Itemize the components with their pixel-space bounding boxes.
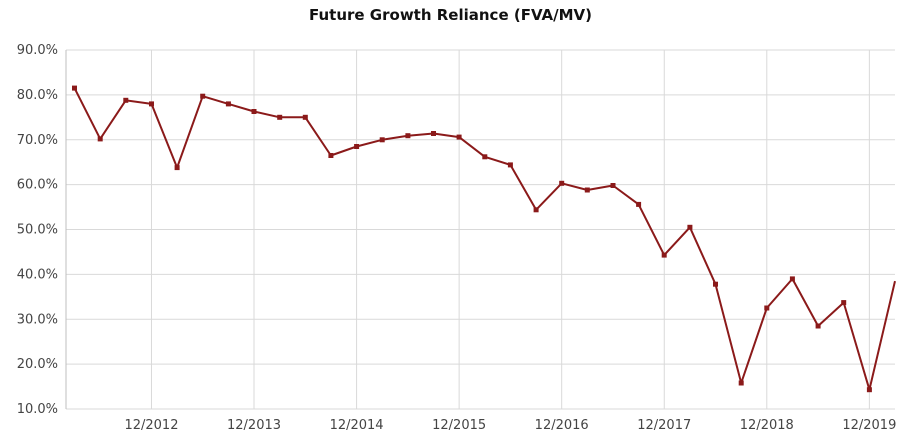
x-tick-label: 12/2017 <box>637 418 691 433</box>
y-tick-label: 70.0% <box>17 133 58 148</box>
data-point[interactable] <box>815 323 821 329</box>
y-tick-label: 50.0% <box>17 223 58 238</box>
data-point[interactable] <box>251 109 257 114</box>
data-point[interactable] <box>405 133 411 139</box>
y-tick-label: 60.0% <box>17 178 58 193</box>
data-point[interactable] <box>149 101 154 107</box>
data-point[interactable] <box>277 114 283 120</box>
chart-title: Future Growth Reliance (FVA/MV) <box>308 6 593 24</box>
data-point[interactable] <box>97 136 103 142</box>
series-line <box>73 87 896 391</box>
x-tick-label: 12/2018 <box>740 418 794 433</box>
grid-layer <box>66 49 895 410</box>
data-point[interactable] <box>225 101 231 107</box>
data-point[interactable] <box>764 305 770 311</box>
y-tick-label: 80.0% <box>17 88 58 103</box>
y-tick-label: 10.0% <box>17 402 58 417</box>
data-point[interactable] <box>379 137 385 143</box>
data-point[interactable] <box>72 85 77 91</box>
x-tick-label: 12/2014 <box>330 418 384 433</box>
data-point[interactable] <box>713 281 718 287</box>
x-tick-label: 12/2012 <box>124 418 178 433</box>
series-layer <box>72 85 896 393</box>
data-point[interactable] <box>789 276 795 282</box>
data-point[interactable] <box>610 183 616 188</box>
axis-layer: 10.0% 20.0% 30.0% 40.0% 50.0% 60.0% 70.0% 80.0%… <box>17 43 897 433</box>
data-point[interactable] <box>456 134 462 140</box>
data-point[interactable] <box>507 162 513 168</box>
x-tick-label: 12/2015 <box>432 418 486 433</box>
x-tick-label: 12/2019 <box>842 418 896 433</box>
data-point[interactable] <box>559 180 565 186</box>
y-tick-label: 40.0% <box>17 267 58 282</box>
y-tick-label: 20.0% <box>17 357 58 372</box>
data-point[interactable] <box>584 187 590 193</box>
data-point[interactable] <box>738 380 744 386</box>
data-point[interactable] <box>866 387 872 393</box>
data-point[interactable] <box>174 165 180 171</box>
data-point[interactable] <box>636 201 642 207</box>
data-point[interactable] <box>302 114 308 120</box>
data-point[interactable] <box>533 207 539 213</box>
data-point[interactable] <box>431 131 436 136</box>
data-point[interactable] <box>328 153 334 158</box>
y-tick-label: 90.0% <box>17 43 58 58</box>
data-point[interactable] <box>354 144 360 149</box>
data-point[interactable] <box>200 93 206 99</box>
data-point[interactable] <box>841 300 847 306</box>
data-point[interactable] <box>123 97 129 103</box>
x-tick-label: 12/2013 <box>227 418 281 433</box>
data-point[interactable] <box>687 224 693 230</box>
x-tick-label: 12/2016 <box>535 418 589 433</box>
data-point[interactable] <box>661 252 667 258</box>
y-tick-label: 30.0% <box>17 312 58 327</box>
data-point[interactable] <box>482 154 488 160</box>
